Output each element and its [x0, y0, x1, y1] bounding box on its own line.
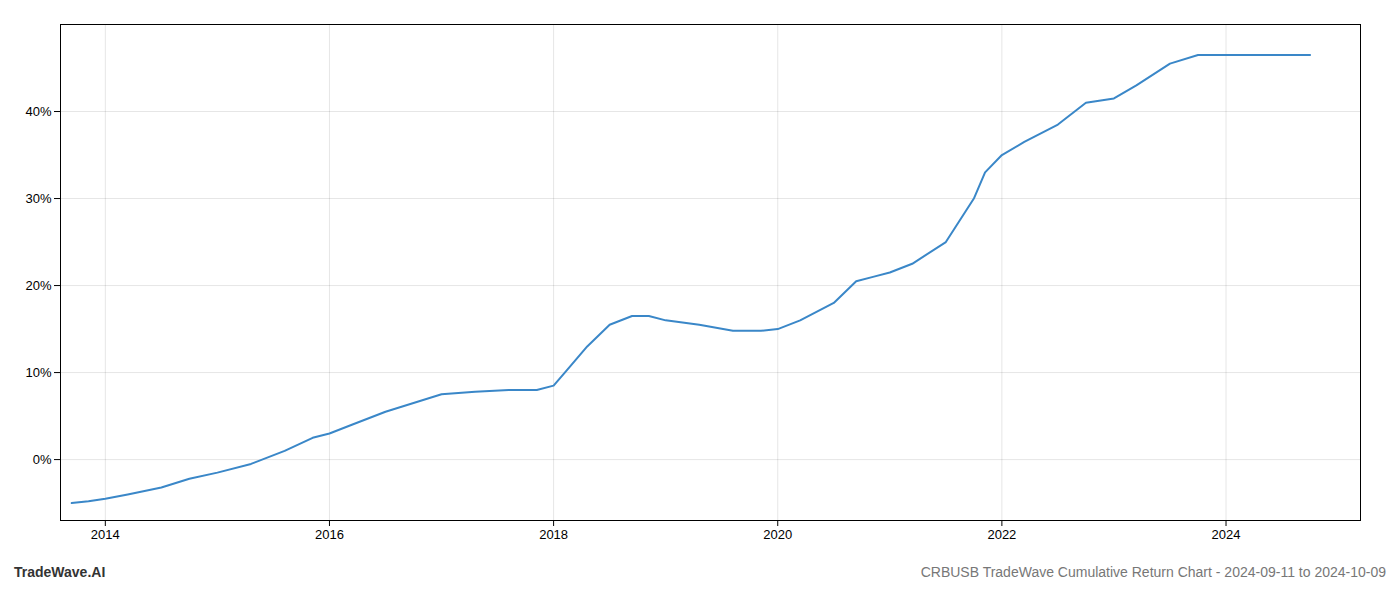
svg-text:2022: 2022: [987, 527, 1016, 542]
svg-text:10%: 10%: [25, 365, 51, 380]
svg-text:2014: 2014: [91, 527, 120, 542]
html-text:TradeWave.AI: TradeWave.AI: [14, 564, 106, 580]
svg-text:2016: 2016: [315, 527, 344, 542]
svg-text:2018: 2018: [539, 527, 568, 542]
svg-text:40%: 40%: [25, 104, 51, 119]
html-text:CRBUSB TradeWave Cumulative Re: CRBUSB TradeWave Cumulative Return Chart…: [920, 564, 1386, 580]
svg-text:2024: 2024: [1212, 527, 1241, 542]
svg-text:30%: 30%: [25, 191, 51, 206]
svg-text:2020: 2020: [763, 527, 792, 542]
svg-text:20%: 20%: [25, 278, 51, 293]
svg-text:0%: 0%: [33, 452, 52, 467]
